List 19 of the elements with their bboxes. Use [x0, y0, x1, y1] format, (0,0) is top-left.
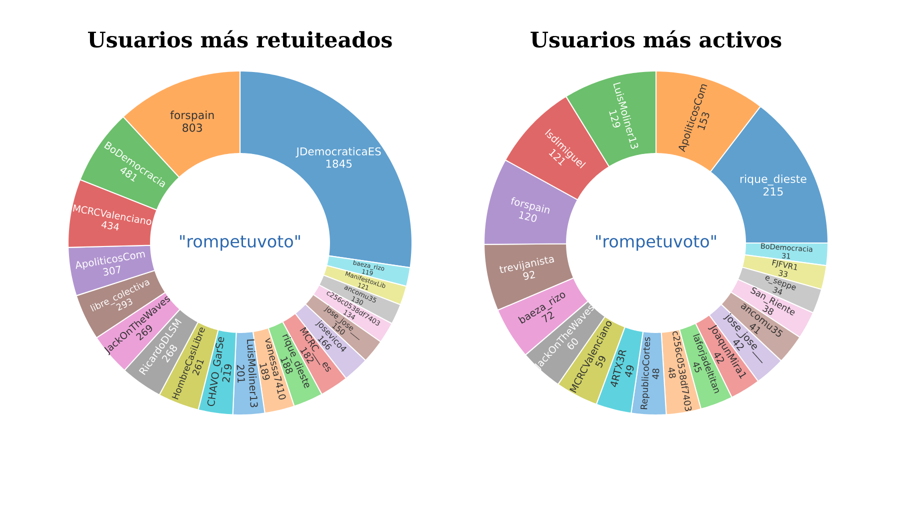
data-label: 1845 — [326, 160, 352, 168]
slice-label: RepublicoCortes — [640, 337, 650, 410]
data-label: 49 — [625, 365, 634, 378]
data-label: 803 — [182, 124, 202, 132]
data-label: 201 — [236, 364, 245, 383]
data-label: 48 — [652, 368, 660, 380]
slice-label: 4RTX3R — [610, 350, 626, 388]
data-label: 219 — [222, 364, 232, 382]
slice-label: LuisMoliner13 — [247, 339, 258, 408]
slice-label: trevijanista — [499, 256, 554, 273]
slice-label: JDemocraticaES — [296, 147, 381, 158]
data-label: 92 — [523, 270, 536, 280]
text: "rompetuvoto" — [596, 235, 716, 251]
chart-title: Usuarios más retuiteados — [88, 30, 392, 48]
data-label: 215 — [764, 187, 783, 196]
text: "rompetuvoto" — [180, 235, 300, 251]
slice-label: forspain — [170, 110, 214, 122]
chart-title: Usuarios más activos — [530, 30, 782, 48]
slice-label: rique_dieste — [740, 174, 806, 186]
